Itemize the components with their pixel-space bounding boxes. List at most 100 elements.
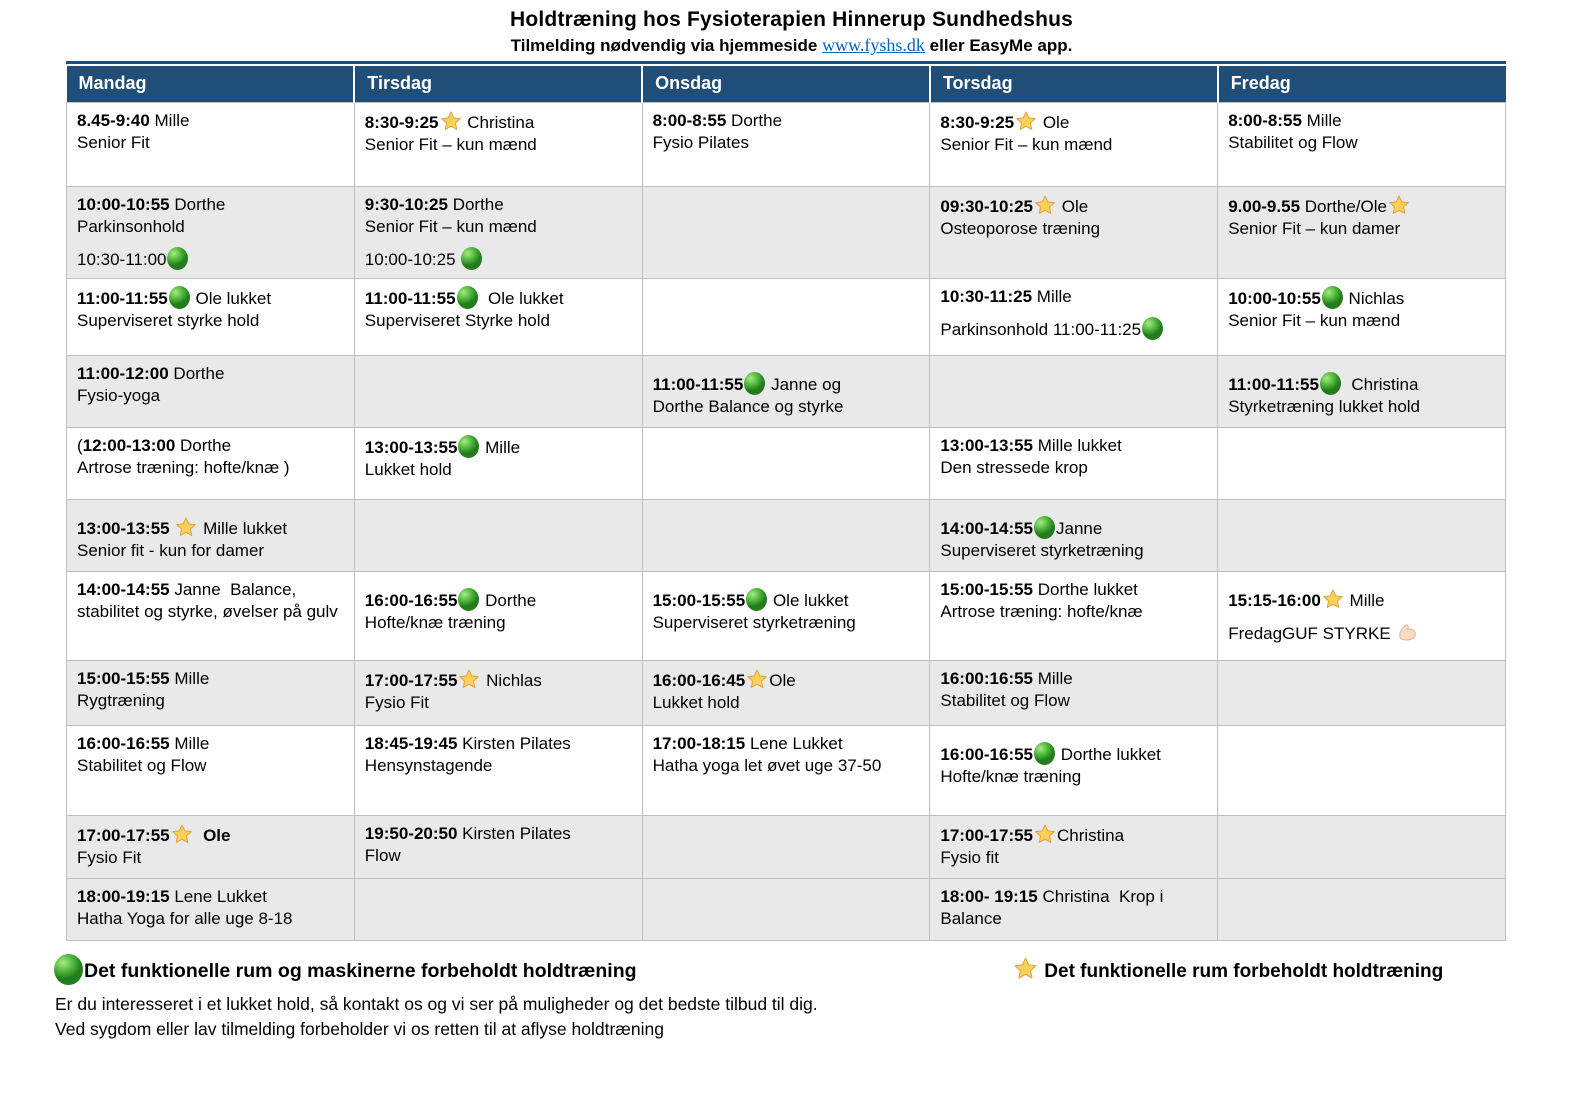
- time-text: 10:00-10:55: [77, 194, 170, 214]
- schedule-cell-torsdag-r4: [929, 354, 1219, 428]
- class-entry-line: 10:30-11:25 Mille: [940, 286, 1207, 308]
- time-text: 15:00-15:55: [940, 579, 1034, 599]
- green-circle-icon: [1142, 316, 1164, 340]
- time-text: 17:00-18:15: [652, 733, 746, 753]
- schedule-cell-fredag-r1: 8:00-8:55 Mille Stabilitet og Flow: [1217, 101, 1506, 187]
- schedule-cell-mandag-r9: 16:00-16:55 Mille Stabilitet og Flow: [66, 724, 355, 816]
- class-entry-line: 17:00-17:55 Ole: [77, 823, 344, 847]
- footer-notes: Er du interesseret i et lukket hold, så …: [55, 992, 1583, 1043]
- class-entry-line: Parkinsonhold: [77, 216, 344, 238]
- schedule-cell-fredag-r10: [1217, 814, 1506, 879]
- class-entry-line: 17:00-18:15 Lene Lukket: [653, 733, 920, 755]
- time-text: 9:30-10:25: [364, 194, 448, 214]
- schedule-cell-mandag-r2: 10:00-10:55 Dorthe Parkinsonhold 10:30-11:…: [66, 185, 355, 279]
- time-text: 17:00-17:55: [364, 670, 458, 690]
- class-entry-line: 8:30-9:25 Ole: [940, 110, 1207, 134]
- time-text: 17:00-17:55: [77, 825, 170, 845]
- schedule-cell-onsdag-r7: 15:00-15:55 Ole lukket Superviseret styrk…: [641, 570, 931, 661]
- schedule-cell-fredag-r3: 10:00-10:55 Nichlas Senior Fit – kun mænd: [1217, 277, 1506, 356]
- legend-green: Det funktionelle rum og maskinerne forbe…: [53, 953, 637, 985]
- class-entry-line: Artrose træning: hofte/knæ ): [77, 457, 344, 479]
- text-segment: 10:00-10:25: [364, 249, 461, 269]
- text-segment: FredagGUF STYRKE: [1228, 623, 1396, 643]
- day-header-onsdag: Onsdag: [641, 66, 930, 102]
- note-line-2: Ved sygdom eller lav tilmelding forbehol…: [55, 1019, 664, 1040]
- schedule-cell-mandag-r1: 8.45-9:40 Mille Senior Fit: [66, 101, 355, 187]
- table-top-rule: [66, 61, 1506, 64]
- green-circle-icon: [1034, 515, 1056, 539]
- class-entry-line: 16:00:16:55 Mille: [940, 668, 1207, 690]
- text-segment: Senior Fit – kun mænd: [364, 134, 537, 154]
- class-entry-line: 16:00-16:55 Dorthe lukket: [940, 741, 1207, 766]
- schedule-cell-tirsdag-r5: 13:00-13:55 Mille Lukket hold: [353, 426, 643, 500]
- schedule-cell-tirsdag-r2: 9:30-10:25 Dorthe Senior Fit – kun mænd 10…: [353, 185, 643, 279]
- text-segment: Mille: [169, 733, 210, 753]
- text-segment: Artrose træning: hofte/knæ ): [77, 457, 290, 477]
- schedule-body: 8.45-9:40 Mille Senior Fit 8:30-9:25 Chris…: [66, 101, 1506, 941]
- class-entry-line: 19:50-20:50 Kirsten Pilates: [365, 823, 632, 845]
- schedule-cell-fredag-r4: 11:00-11:55 Christina Styrketræning lukke…: [1217, 354, 1506, 428]
- class-entry-line: Rygtræning: [77, 690, 344, 712]
- legend-row: Det funktionelle rum og maskinerne forbe…: [0, 953, 1583, 988]
- text-segment: Flow: [364, 845, 401, 865]
- class-entry-line: Senior Fit – kun mænd: [1228, 310, 1495, 332]
- text-segment: Dorthe Balance og styrke: [652, 396, 844, 416]
- schedule-cell-tirsdag-r6: [353, 498, 643, 572]
- text-segment: Fysio Fit: [77, 847, 142, 867]
- star-icon: [1321, 588, 1345, 612]
- text-segment: Senior Fit – kun mænd: [940, 134, 1113, 154]
- time-text: 10:00-10:55: [1228, 288, 1321, 308]
- time-text: 8.45-9:40: [77, 110, 150, 130]
- class-entry-line: 18:00- 19:15 Christina Krop i Balance: [940, 886, 1207, 930]
- class-entry-line: 13:00-13:55 Mille: [365, 434, 632, 459]
- schedule-cell-tirsdag-r1: 8:30-9:25 Christina Senior Fit – kun mænd: [353, 101, 643, 187]
- star-icon: [457, 668, 481, 692]
- text-segment: Dorthe lukket: [1033, 579, 1138, 599]
- schedule-cell-onsdag-r9: 17:00-18:15 Lene Lukket Hatha yoga let øv…: [641, 724, 931, 816]
- star-icon: [439, 110, 463, 134]
- class-entry-line: 13:00-13:55 Mille lukket: [77, 516, 344, 540]
- schedule-cell-onsdag-r1: 8:00-8:55 Dorthe Fysio Pilates: [641, 101, 931, 187]
- class-entry-line: 10:00-10:25: [364, 246, 632, 271]
- class-entry-line: Fysio-yoga: [77, 385, 344, 407]
- text-segment: Senior Fit – kun mænd: [364, 216, 537, 236]
- class-entry-line: Senior Fit – kun damer: [1228, 218, 1495, 240]
- class-entry-line: Dorthe Balance og styrke: [653, 396, 920, 418]
- schedule-cell-fredag-r5: [1217, 426, 1506, 500]
- class-entry-line: 15:00-15:55 Dorthe lukket: [940, 579, 1207, 601]
- day-header-torsdag: Torsdag: [928, 66, 1218, 102]
- time-text: 11:00-11:55: [77, 288, 168, 308]
- schedule-cell-tirsdag-r3: 11:00-11:55 Ole lukket Superviseret Styrk…: [353, 277, 643, 356]
- schedule-header-row: Mandag Tirsdag Onsdag Torsdag Fredag: [66, 66, 1506, 102]
- star-icon: [1012, 956, 1039, 983]
- schedule-cell-onsdag-r8: 16:00-16:45 Ole Lukket hold: [641, 659, 931, 726]
- class-entry-line: Hofte/knæ træning: [365, 612, 632, 634]
- class-entry-line: Superviseret styrketræning: [653, 612, 920, 634]
- star-icon: [1033, 823, 1057, 847]
- legend-star: Det funktionelle rum forbeholdt holdtræn…: [1012, 956, 1443, 983]
- page-subtitle: Tilmelding nødvendig via hjemmeside www.…: [0, 35, 1583, 56]
- legend-star-label: Det funktionelle rum forbeholdt holdtræn…: [1039, 960, 1444, 982]
- text-segment: Stabilitet og Flow: [1228, 132, 1358, 152]
- class-entry-line: Stabilitet og Flow: [1228, 132, 1495, 154]
- text-segment: Styrketræning lukket hold: [1228, 396, 1421, 416]
- time-text: 13:00-13:55: [940, 435, 1034, 455]
- time-text: 16:00-16:45: [652, 670, 746, 690]
- schedule-cell-mandag-r7: 14:00-14:55 Janne Balance, stabilitet og…: [66, 570, 355, 661]
- class-entry-line: Styrketræning lukket hold: [1228, 396, 1495, 418]
- time-text: 11:00-12:00: [77, 363, 169, 383]
- schedule-cell-fredag-r8: [1217, 659, 1506, 726]
- text-segment: Superviseret styrketræning: [940, 540, 1144, 560]
- text-segment: Hofte/knæ træning: [364, 612, 506, 632]
- text-segment: Superviseret styrketræning: [652, 612, 856, 632]
- schedule-cell-tirsdag-r7: 16:00-16:55 Dorthe Hofte/knæ træning: [353, 570, 643, 661]
- website-link[interactable]: www.fyshs.dk: [822, 35, 925, 55]
- schedule-cell-fredag-r6: [1217, 498, 1506, 572]
- text-segment: Senior Fit – kun mænd: [1228, 310, 1401, 330]
- text-segment: Mille: [1032, 286, 1072, 306]
- text-segment: Osteoporose træning: [940, 218, 1101, 238]
- green-circle-icon: [456, 285, 478, 309]
- schedule-cell-mandag-r11: 18:00-19:15 Lene Lukket Hatha Yoga for al…: [66, 877, 355, 941]
- time-text: 11:00-11:55: [1228, 374, 1319, 394]
- schedule-cell-tirsdag-r4: [353, 354, 643, 428]
